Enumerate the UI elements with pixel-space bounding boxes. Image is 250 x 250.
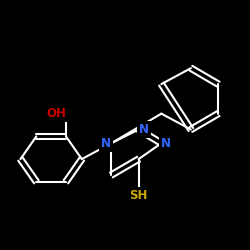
Text: N: N	[139, 123, 149, 136]
Text: SH: SH	[130, 189, 148, 202]
Text: OH: OH	[46, 107, 66, 120]
Text: N: N	[101, 137, 111, 150]
Text: N: N	[161, 137, 171, 150]
